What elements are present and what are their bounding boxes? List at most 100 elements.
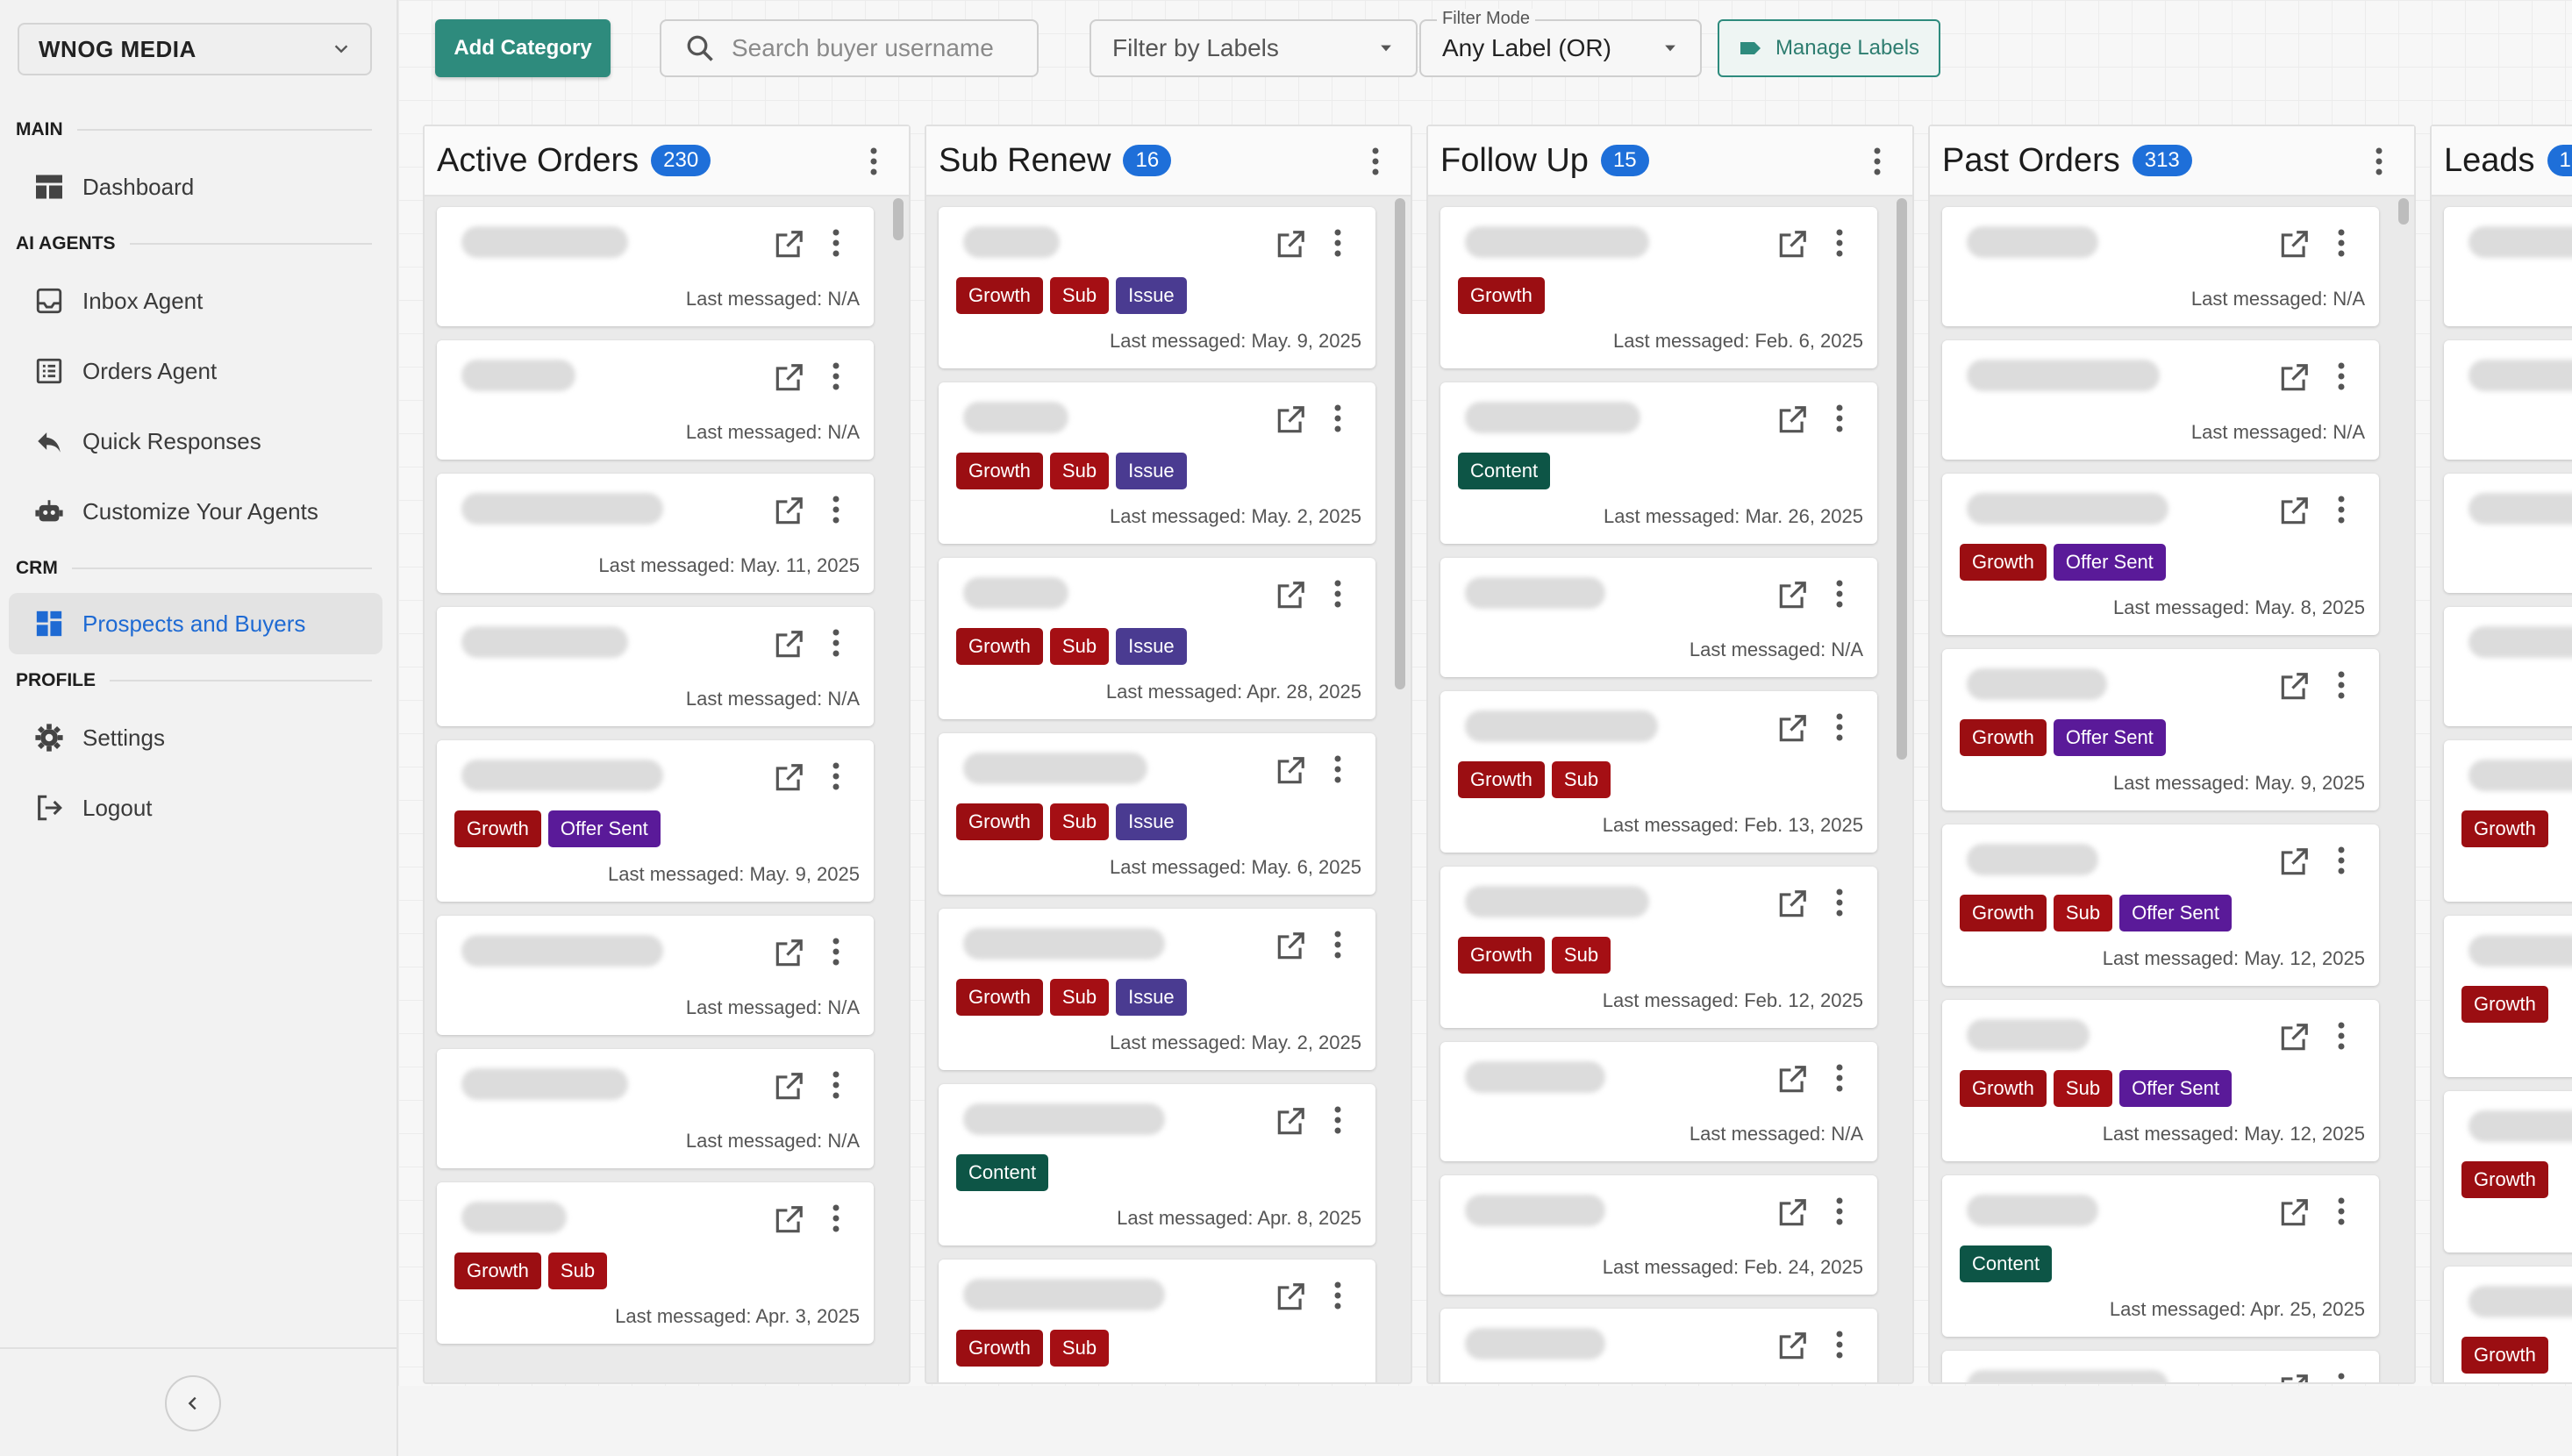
manage-labels-button[interactable]: Manage Labels: [1718, 19, 1940, 77]
open-external-icon[interactable]: [772, 1203, 805, 1237]
open-external-icon[interactable]: [772, 495, 805, 528]
open-external-icon[interactable]: [2277, 670, 2311, 703]
sidebar-item-settings[interactable]: Settings: [9, 707, 382, 768]
more-vertical-icon[interactable]: [832, 761, 849, 795]
open-external-icon[interactable]: [772, 937, 805, 970]
column-scrollbar[interactable]: [893, 198, 904, 240]
more-vertical-icon[interactable]: [1835, 1196, 1853, 1230]
more-vertical-icon[interactable]: [1835, 888, 1853, 921]
more-vertical-icon[interactable]: [1835, 228, 1853, 261]
more-vertical-icon[interactable]: [1360, 146, 1391, 177]
more-vertical-icon[interactable]: [1835, 1063, 1853, 1096]
workspace-select[interactable]: WNOG MEDIA: [18, 23, 372, 75]
open-external-icon[interactable]: [2277, 361, 2311, 395]
open-external-icon[interactable]: [772, 1070, 805, 1103]
buyer-card[interactable]: Content Last messaged: Mar. 26, 2025: [1440, 382, 1877, 544]
open-external-icon[interactable]: [1775, 228, 1809, 261]
open-external-icon[interactable]: [2277, 1372, 2311, 1382]
more-vertical-icon[interactable]: [2337, 1372, 2354, 1382]
open-external-icon[interactable]: [1274, 228, 1307, 261]
buyer-card[interactable]: Last messaged: N/A: [1942, 340, 2379, 460]
buyer-card[interactable]: Growth: [2444, 1267, 2572, 1382]
buyer-card[interactable]: Growth Sub Issue Last messaged: May. 6, 202…: [939, 733, 1375, 895]
open-external-icon[interactable]: [1274, 403, 1307, 437]
more-vertical-icon[interactable]: [832, 361, 849, 395]
sidebar-item-prospects-buyers[interactable]: Prospects and Buyers: [9, 593, 382, 654]
buyer-card[interactable]: Content Last messaged: Apr. 8, 2025: [939, 1084, 1375, 1245]
buyer-card[interactable]: Growth: [2444, 740, 2572, 902]
buyer-card[interactable]: [2444, 607, 2572, 726]
open-external-icon[interactable]: [1274, 1105, 1307, 1138]
more-vertical-icon[interactable]: [2337, 361, 2354, 395]
buyer-card[interactable]: Content Last messaged: Apr. 25, 2025: [1942, 1175, 2379, 1337]
buyer-card[interactable]: Last messaged: N/A: [1440, 558, 1877, 677]
open-external-icon[interactable]: [1775, 1196, 1809, 1230]
sidebar-item-orders-agent[interactable]: Orders Agent: [9, 340, 382, 402]
open-external-icon[interactable]: [2277, 1021, 2311, 1054]
search-input[interactable]: Search buyer username: [660, 19, 1039, 77]
open-external-icon[interactable]: [1274, 579, 1307, 612]
more-vertical-icon[interactable]: [1333, 1281, 1351, 1314]
more-vertical-icon[interactable]: [1333, 1105, 1351, 1138]
column-scrollbar[interactable]: [1395, 198, 1405, 689]
open-external-icon[interactable]: [1274, 754, 1307, 788]
open-external-icon[interactable]: [772, 761, 805, 795]
collapse-sidebar-button[interactable]: [165, 1375, 221, 1431]
buyer-card[interactable]: Last messaged: N/A: [437, 207, 874, 326]
buyer-card[interactable]: Growth Sub Last messaged: Feb. 13, 2025: [1440, 691, 1877, 853]
more-vertical-icon[interactable]: [1333, 930, 1351, 963]
open-external-icon[interactable]: [2277, 495, 2311, 528]
buyer-card[interactable]: Growth Sub Issue Last messaged: May. 2, 202…: [939, 909, 1375, 1070]
buyer-card[interactable]: Growth Offer Sent Last messaged: May. 9, 2…: [437, 740, 874, 902]
more-vertical-icon[interactable]: [1333, 579, 1351, 612]
buyer-card[interactable]: Last messaged: N/A: [437, 340, 874, 460]
buyer-card[interactable]: Growth Last messaged: Feb. 6, 2025: [1440, 207, 1877, 368]
more-vertical-icon[interactable]: [2337, 670, 2354, 703]
open-external-icon[interactable]: [1274, 930, 1307, 963]
more-vertical-icon[interactable]: [1835, 579, 1853, 612]
open-external-icon[interactable]: [2277, 228, 2311, 261]
column-scrollbar[interactable]: [1897, 198, 1907, 760]
open-external-icon[interactable]: [2277, 846, 2311, 879]
open-external-icon[interactable]: [772, 361, 805, 395]
open-external-icon[interactable]: [2277, 1196, 2311, 1230]
open-external-icon[interactable]: [1775, 1330, 1809, 1363]
column-scrollbar[interactable]: [2398, 198, 2409, 225]
sidebar-item-logout[interactable]: Logout: [9, 777, 382, 839]
sidebar-item-inbox-agent[interactable]: Inbox Agent: [9, 270, 382, 332]
more-vertical-icon[interactable]: [832, 228, 849, 261]
more-vertical-icon[interactable]: [832, 1070, 849, 1103]
sidebar-item-dashboard[interactable]: Dashboard: [9, 156, 382, 218]
buyer-card[interactable]: Last messaged: N/A: [1440, 1042, 1877, 1161]
buyer-card[interactable]: Growth: [2444, 1091, 2572, 1253]
more-vertical-icon[interactable]: [1835, 712, 1853, 746]
sidebar-item-customize-agents[interactable]: Customize Your Agents: [9, 481, 382, 542]
more-vertical-icon[interactable]: [1835, 403, 1853, 437]
open-external-icon[interactable]: [772, 628, 805, 661]
sidebar-item-quick-responses[interactable]: Quick Responses: [9, 410, 382, 472]
more-vertical-icon[interactable]: [1861, 146, 1893, 177]
buyer-card[interactable]: Growth Offer Sent Last messaged: May. 9, 2…: [1942, 649, 2379, 810]
buyer-card[interactable]: Growth Sub Offer Sent Last messaged: May. 1…: [1942, 1000, 2379, 1161]
more-vertical-icon[interactable]: [832, 1203, 849, 1237]
more-vertical-icon[interactable]: [1333, 403, 1351, 437]
buyer-card[interactable]: Last messaged: May. 11, 2025: [437, 474, 874, 593]
more-vertical-icon[interactable]: [832, 495, 849, 528]
buyer-card[interactable]: Growth Sub Last messaged: Apr. 3, 2025: [437, 1182, 874, 1344]
buyer-card[interactable]: Last messaged: N/A: [437, 607, 874, 726]
buyer-card[interactable]: Growth Sub Issue Last messaged: May. 9, 202…: [939, 207, 1375, 368]
filter-mode-select[interactable]: Filter Mode Any Label (OR): [1419, 9, 1702, 77]
filter-labels-select[interactable]: Filter by Labels: [1090, 19, 1418, 77]
more-vertical-icon[interactable]: [1333, 754, 1351, 788]
more-vertical-icon[interactable]: [832, 937, 849, 970]
more-vertical-icon[interactable]: [2337, 1021, 2354, 1054]
buyer-card[interactable]: [2444, 474, 2572, 593]
open-external-icon[interactable]: [1775, 1063, 1809, 1096]
buyer-card[interactable]: Last messaged: N/A: [1942, 207, 2379, 326]
buyer-card[interactable]: Growth: [2444, 916, 2572, 1077]
add-category-button[interactable]: Add Category: [435, 19, 611, 77]
buyer-card[interactable]: Growth Sub Last messaged: Feb. 12, 2025: [1440, 867, 1877, 1028]
more-vertical-icon[interactable]: [858, 146, 889, 177]
more-vertical-icon[interactable]: [1333, 228, 1351, 261]
buyer-card[interactable]: Growth Sub Offer Sent Last messaged: May. 1…: [1942, 824, 2379, 986]
